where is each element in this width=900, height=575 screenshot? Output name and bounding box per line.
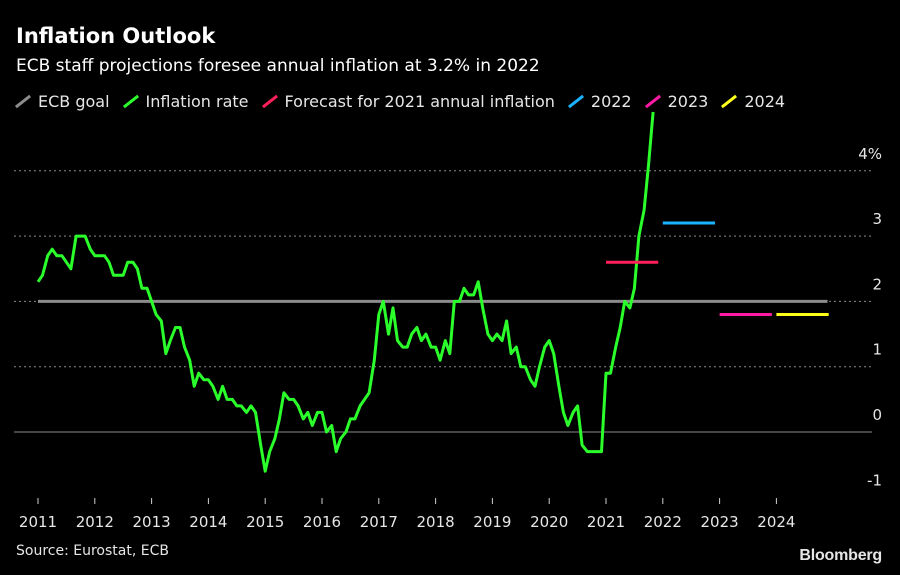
bloomberg-logo: Bloomberg — [799, 547, 882, 564]
legend-label-ecb-goal: ECB goal — [38, 92, 110, 111]
x-tick-label-2022: 2022 — [644, 513, 682, 531]
x-tick-label-2013: 2013 — [133, 513, 171, 531]
series-line-inflation-rate — [36, 111, 655, 473]
y-tick-label-0: 0 — [872, 406, 882, 424]
legend-item-2024: 2024 — [720, 92, 785, 111]
chart-title: Inflation Outlook — [16, 24, 216, 48]
legend-label-forecast-2021: Forecast for 2021 annual inflation — [284, 92, 555, 111]
y-tick-label-neg1: -1 — [867, 471, 882, 489]
y-tick-label-1: 1 — [872, 341, 882, 359]
x-tick-label-2017: 2017 — [360, 513, 398, 531]
x-tick-label-2023: 2023 — [701, 513, 739, 531]
legend-label-2023: 2023 — [667, 92, 709, 111]
x-tick-label-2016: 2016 — [303, 513, 341, 531]
x-tick-label-2020: 2020 — [530, 513, 568, 531]
chart-subtitle: ECB staff projections foresee annual inf… — [16, 56, 540, 76]
legend: ECB goal Inflation rate Forecast for 202… — [14, 92, 797, 111]
legend-label-inflation-rate: Inflation rate — [145, 92, 249, 111]
legend-item-forecast-2021: Forecast for 2021 annual inflation — [261, 92, 555, 111]
x-tick-label-2012: 2012 — [76, 513, 114, 531]
x-tick-label-2011: 2011 — [19, 513, 57, 531]
x-tick-label-2019: 2019 — [473, 513, 511, 531]
legend-item-2023: 2023 — [644, 92, 709, 111]
legend-label-2024: 2024 — [744, 92, 786, 111]
y-tick-label-4: 4% — [858, 145, 882, 163]
x-tick-label-2021: 2021 — [587, 513, 625, 531]
x-tick-label-2024: 2024 — [757, 513, 795, 531]
y-tick-label-2: 2 — [872, 275, 882, 293]
legend-item-inflation-rate: Inflation rate — [122, 92, 249, 111]
y-tick-label-3: 3 — [872, 210, 882, 228]
x-tick-label-2015: 2015 — [246, 513, 284, 531]
legend-label-2022: 2022 — [590, 92, 632, 111]
legend-item-ecb-goal: ECB goal — [14, 92, 110, 111]
x-tick-label-2014: 2014 — [189, 513, 227, 531]
source-note: Source: Eurostat, ECB — [16, 543, 169, 559]
x-tick-label-2018: 2018 — [417, 513, 455, 531]
legend-item-2022: 2022 — [567, 92, 632, 111]
